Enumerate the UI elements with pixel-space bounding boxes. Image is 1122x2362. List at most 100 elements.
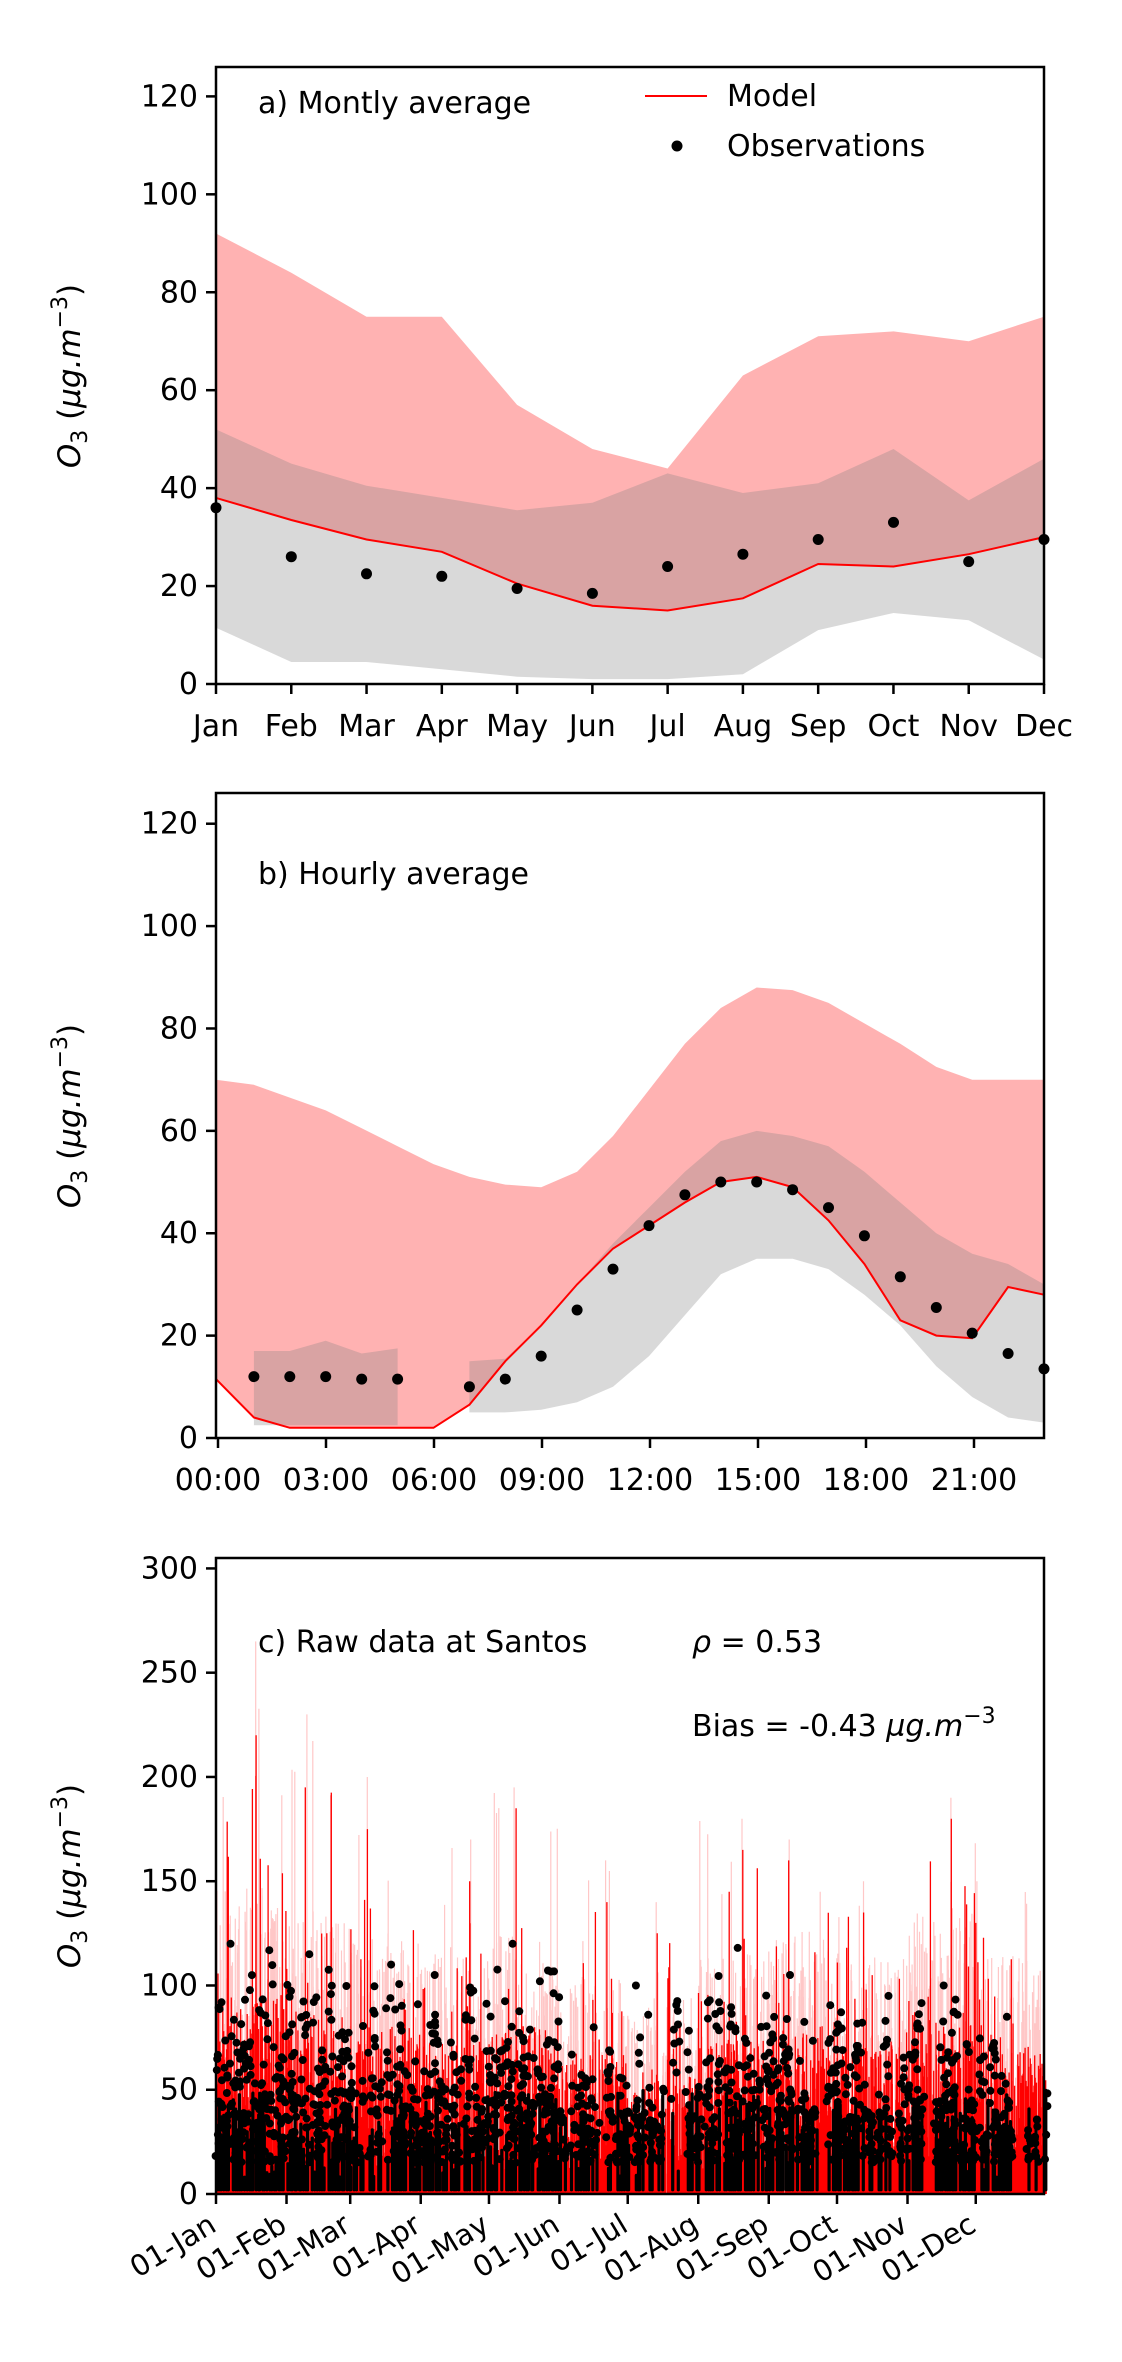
raw-observation-point [913,2085,922,2094]
plot-border [214,65,1046,686]
raw-observation-point [502,2144,511,2153]
observation-point [858,1230,870,1242]
raw-observation-point [883,2060,892,2069]
raw-observation-point [318,2046,327,2055]
raw-observation-point [296,2158,305,2167]
raw-observation-point [247,1971,256,1980]
raw-observation-point [978,2090,987,2099]
raw-observation-point [426,2112,435,2121]
raw-observation-point [783,2134,792,2143]
raw-observation-point [635,2157,644,2166]
raw-observation-point [383,2090,392,2099]
raw-observation-point [359,2022,367,2030]
raw-observation-point [538,2072,547,2081]
raw-observation-point [916,2105,925,2114]
y-tick-label: 0 [179,2177,198,2212]
raw-observation-point [1031,2132,1040,2141]
raw-observation-point [911,2051,920,2060]
raw-observation-point [495,2128,504,2137]
raw-observation-point [771,2148,780,2157]
raw-observation-point [1024,2155,1033,2164]
raw-observation-point [905,2124,914,2133]
raw-observation-point [734,2109,742,2118]
raw-observation-point [302,2011,311,2019]
x-tick-label: 18:00 [823,1463,909,1498]
raw-observation-point [401,2141,410,2150]
raw-observation-point [376,2092,385,2101]
raw-observation-point [586,2114,595,2123]
x-tick-label: May [486,709,548,744]
raw-observation-point [852,2149,861,2158]
raw-observation-point [593,2128,602,2137]
raw-observation-point [755,2085,764,2094]
raw-observation-point [690,2112,699,2121]
raw-observation-point [323,2100,332,2109]
raw-observation-point [608,2117,617,2126]
raw-observation-point [762,1991,771,2000]
raw-observation-point [607,2111,616,2120]
raw-observation-point [466,2055,475,2064]
raw-observation-point [449,2050,458,2059]
raw-observation-point [939,2017,948,2026]
raw-observation-point [507,2097,516,2106]
raw-observation-point [623,2122,632,2131]
raw-observation-point [314,2126,323,2135]
raw-observation-point [276,2073,285,2082]
raw-observation-point [507,2111,516,2120]
raw-observation-point [860,2080,869,2089]
raw-observation-point [1043,2089,1052,2098]
raw-observation-point [430,1971,439,1979]
panel-c-ylabel: O3 (µg.m−3) [48,1784,93,1968]
raw-observation-point [358,2092,367,2101]
raw-observation-point [715,2057,724,2065]
raw-observation-point [587,2096,596,2105]
raw-observation-point [951,2120,960,2129]
raw-observation-point [949,2098,957,2107]
raw-observation-point [312,1993,321,2002]
raw-observation-point [705,2103,714,2112]
panel-c-plot-area [211,1641,1052,2194]
raw-observation-point [473,2115,482,2124]
raw-observation-point [548,2127,557,2136]
raw-observation-point [218,2144,227,2153]
raw-observation-point [373,2111,382,2120]
raw-observation-point [227,2099,236,2108]
raw-observation-point [950,2137,959,2146]
legend-model-label: Model [727,79,817,114]
panel-a-monthly-average: 0 20 40 60 80 100 120 Jan Feb Mar Apr May Jun Jul Aug S… [48,65,1073,744]
raw-observation-point [258,2079,267,2088]
raw-observation-point [914,2010,923,2019]
raw-observation-point [832,2088,840,2097]
raw-observation-point [913,2065,922,2074]
raw-observation-point [298,2056,307,2064]
raw-observation-point [317,2146,326,2155]
raw-observation-point [493,2091,502,2100]
raw-observation-point [854,2116,863,2125]
raw-observation-point [328,2052,337,2061]
raw-observation-point [992,2119,1001,2128]
raw-observation-point [999,2111,1008,2119]
raw-observation-point [811,2108,820,2117]
raw-observation-point [694,2139,703,2148]
raw-observation-point [632,2102,641,2111]
raw-observation-point [1033,2122,1042,2131]
raw-observation-point [486,2046,495,2055]
raw-observation-point [894,2109,903,2118]
observation-point [737,548,749,560]
raw-observation-point [580,2158,589,2166]
raw-observation-point [624,2107,632,2116]
raw-observation-point [604,2077,613,2085]
raw-observation-point [779,2034,788,2042]
raw-observation-point [951,1995,960,2004]
raw-observation-point [705,2077,714,2086]
raw-observation-point [852,2073,861,2082]
raw-observation-point [383,2048,391,2057]
raw-observation-point [519,2080,528,2088]
raw-observation-point [226,1939,235,1948]
observation-points [248,1176,1050,1393]
raw-observation-point [640,2109,649,2117]
raw-observation-point [746,2133,755,2142]
raw-observation-point [733,2092,741,2101]
raw-observation-point [440,2145,449,2154]
raw-observation-point [483,2120,492,2129]
